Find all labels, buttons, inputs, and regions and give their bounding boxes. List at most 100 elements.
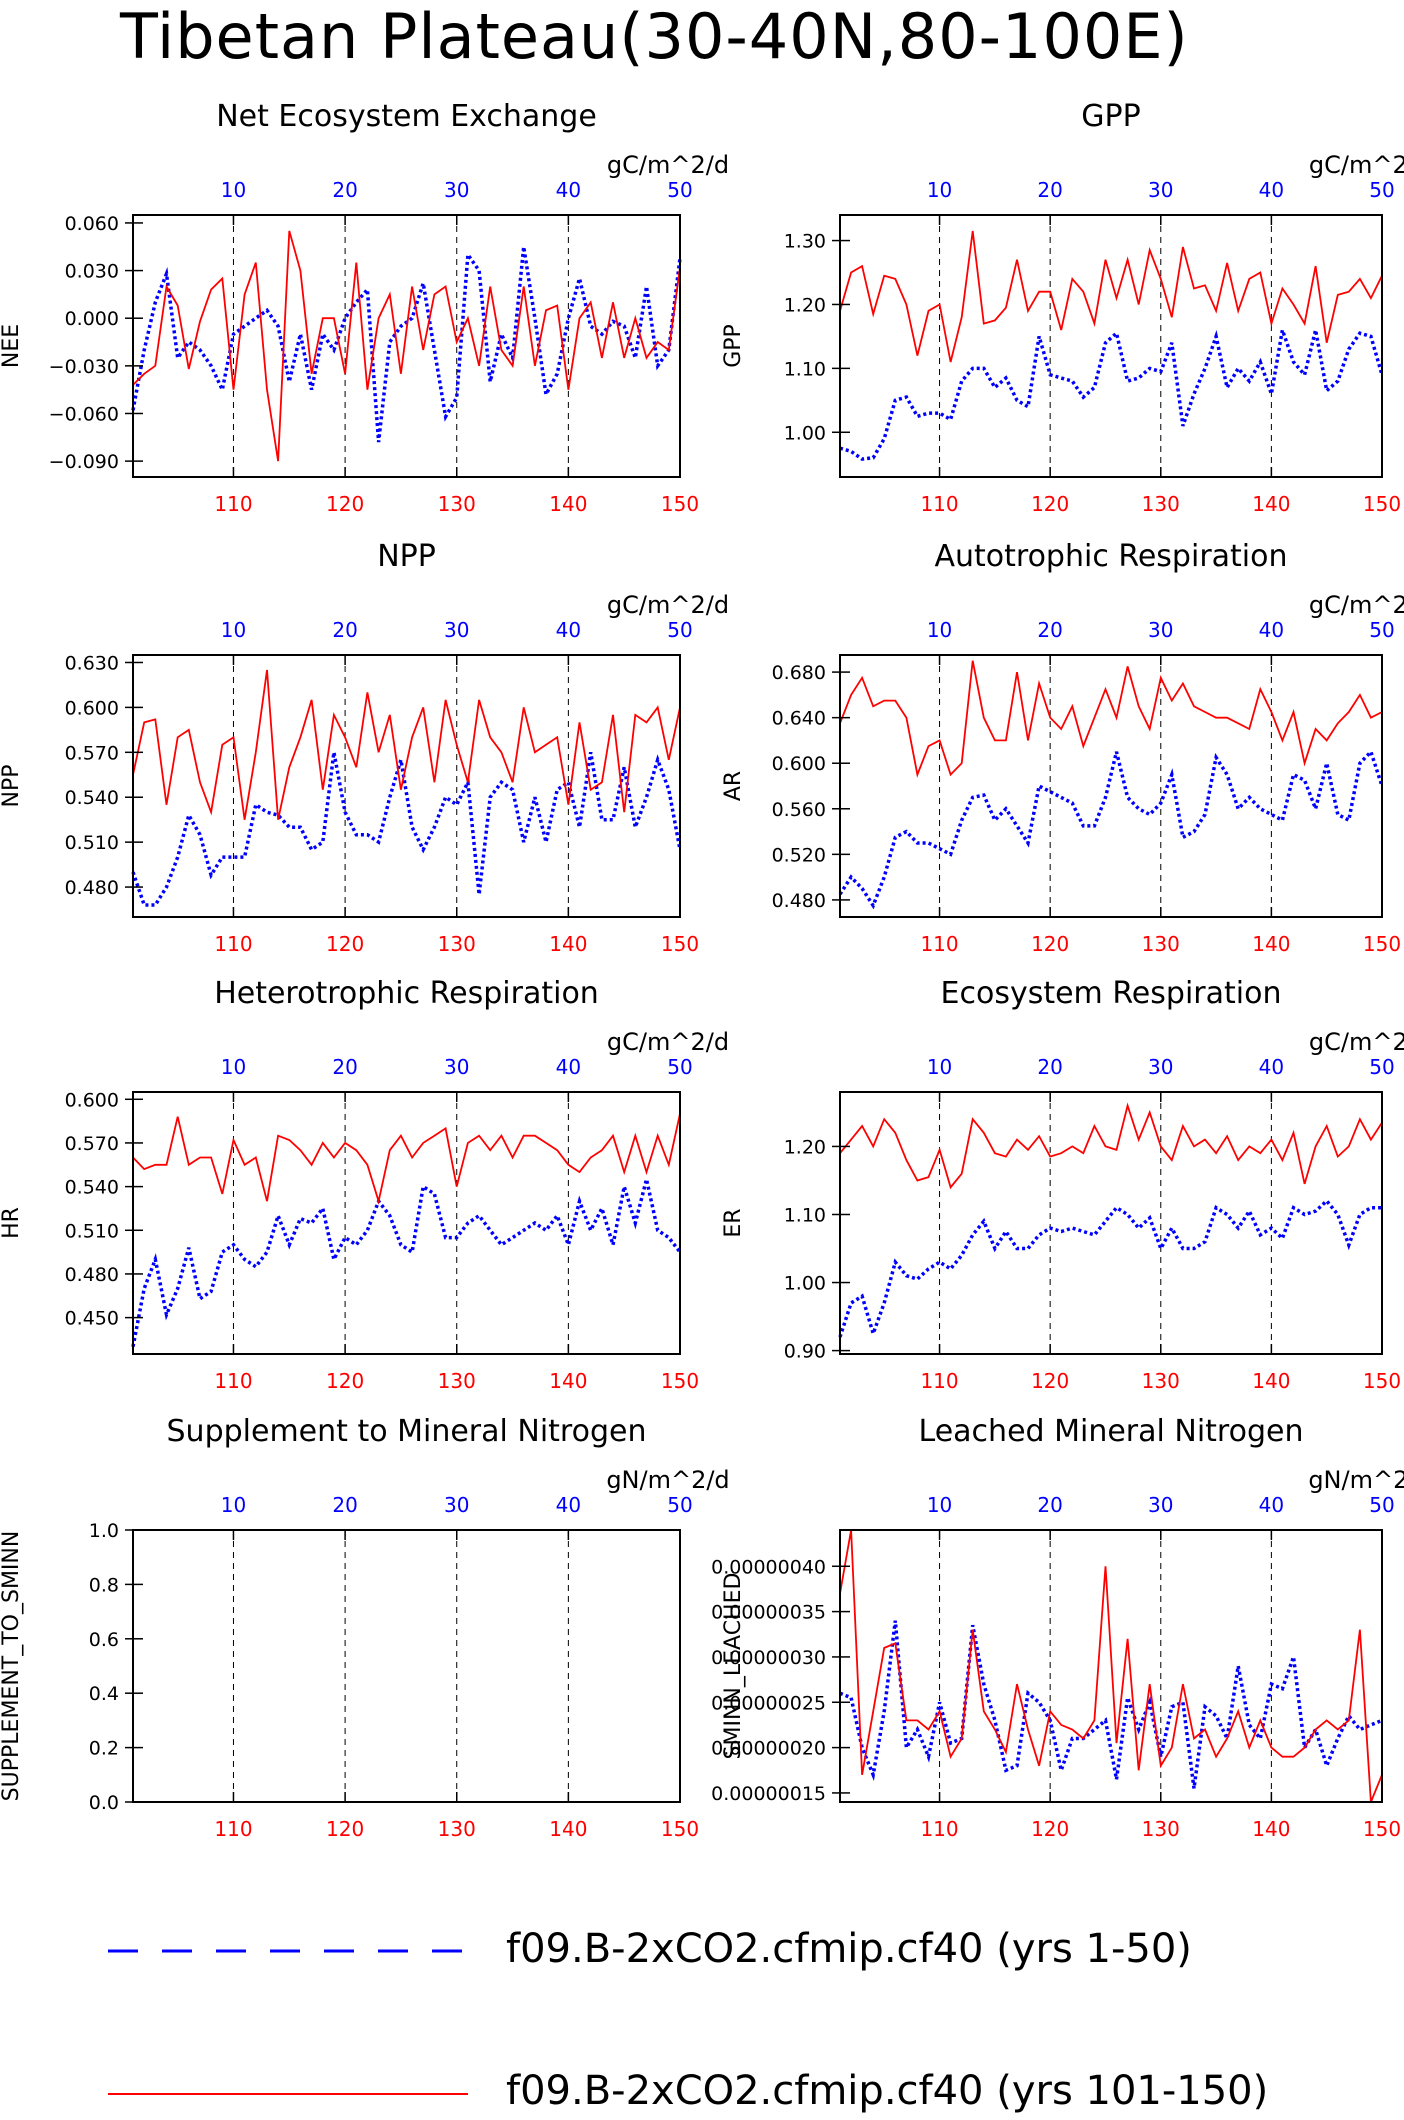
units-label: gC/m^2/d bbox=[607, 591, 729, 619]
panel-title: NPP bbox=[377, 539, 436, 574]
series-line-blue bbox=[131, 1178, 682, 1348]
y-tick-label: 0.90 bbox=[784, 1341, 826, 1363]
x-top-tick-label: 40 bbox=[1259, 178, 1284, 202]
x-bottom-tick-label: 140 bbox=[549, 1817, 587, 1841]
x-top-tick-label: 20 bbox=[1037, 178, 1062, 202]
y-tick-label: 0.570 bbox=[65, 1133, 119, 1155]
x-top-tick-label: 50 bbox=[1369, 618, 1394, 642]
x-bottom-tick-label: 140 bbox=[549, 492, 587, 516]
x-bottom-tick-label: 130 bbox=[438, 932, 476, 956]
x-bottom-tick-label: 110 bbox=[214, 1817, 252, 1841]
panel-6: Ecosystem Respiration gC/m^2/d 0.90 1.00 1.1… bbox=[721, 976, 1404, 1393]
x-top-tick-label: 40 bbox=[556, 1493, 581, 1517]
x-bottom-tick-label: 120 bbox=[1031, 1817, 1069, 1841]
x-bottom-tick-label: 150 bbox=[1363, 1369, 1401, 1393]
y-tick-label: 0.570 bbox=[65, 742, 119, 764]
panel-title: Heterotrophic Respiration bbox=[214, 976, 599, 1011]
x-top-tick-label: 40 bbox=[556, 178, 581, 202]
plot-frame bbox=[132, 654, 681, 918]
series-line-blue bbox=[839, 329, 1384, 461]
y-tick-label: 0.520 bbox=[772, 844, 826, 866]
y-tick-label: 1.10 bbox=[784, 358, 826, 380]
x-top-tick-label: 40 bbox=[1259, 1493, 1284, 1517]
plot-frame bbox=[839, 654, 1383, 918]
y-tick-label: 0.540 bbox=[65, 787, 119, 809]
x-bottom-tick-label: 110 bbox=[920, 1817, 958, 1841]
panel-2: GPP gC/m^2/d 1.00 1.10 1.20 1.30 110 120 130 140 1… bbox=[721, 99, 1404, 516]
y-tick-label: 1.00 bbox=[784, 422, 826, 444]
x-top-tick-label: 10 bbox=[221, 1055, 246, 1079]
y-tick-label: 0.540 bbox=[65, 1177, 119, 1199]
x-top-tick-label: 10 bbox=[927, 1493, 952, 1517]
y-tick-label: 0.640 bbox=[772, 708, 826, 730]
x-bottom-tick-label: 150 bbox=[1363, 492, 1401, 516]
units-label: gC/m^2/d bbox=[607, 151, 729, 179]
y-tick-label: 1.0 bbox=[89, 1520, 119, 1542]
series-line-red bbox=[132, 1113, 681, 1205]
x-top-tick-label: 50 bbox=[1369, 178, 1394, 202]
y-axis-label: GPP bbox=[721, 324, 746, 368]
series-line-red bbox=[839, 660, 1383, 778]
x-bottom-tick-label: 120 bbox=[326, 1369, 364, 1393]
y-axis-label: SUPPLEMENT_TO_SMINN bbox=[0, 1531, 24, 1802]
x-bottom-tick-label: 130 bbox=[438, 1817, 476, 1841]
x-bottom-tick-label: 150 bbox=[661, 1369, 699, 1393]
y-tick-label: 0.8 bbox=[89, 1574, 119, 1596]
y-tick-label: 0.2 bbox=[89, 1738, 119, 1760]
x-bottom-tick-label: 110 bbox=[214, 1369, 252, 1393]
y-tick-label: 0.480 bbox=[772, 890, 826, 912]
y-tick-label: 1.00 bbox=[784, 1273, 826, 1295]
x-top-tick-label: 10 bbox=[221, 1493, 246, 1517]
y-tick-label: 1.10 bbox=[784, 1204, 826, 1226]
panel-7: Supplement to Mineral Nitrogen gN/m^2/d 0.… bbox=[0, 1414, 730, 1841]
series-line-blue bbox=[839, 1620, 1383, 1789]
y-tick-label: 0.000 bbox=[65, 308, 119, 330]
y-tick-label: 0.510 bbox=[65, 832, 119, 854]
x-top-tick-label: 30 bbox=[444, 178, 469, 202]
x-top-tick-label: 20 bbox=[1037, 1055, 1062, 1079]
units-label: gC/m^2/d bbox=[1309, 151, 1404, 179]
y-tick-label: 0.00000030 bbox=[711, 1647, 826, 1669]
units-label: gN/m^2/d bbox=[606, 1466, 729, 1494]
x-top-tick-label: 10 bbox=[927, 1055, 952, 1079]
x-top-tick-label: 40 bbox=[1259, 618, 1284, 642]
panel-1: Net Ecosystem Exchange gC/m^2/d −0.090 −0.0… bbox=[0, 99, 729, 516]
units-label: gC/m^2/d bbox=[1309, 591, 1404, 619]
y-tick-label: 0.6 bbox=[89, 1629, 119, 1651]
x-top-tick-label: 30 bbox=[1148, 1055, 1173, 1079]
plot-frame bbox=[839, 214, 1383, 478]
y-tick-label: 0.630 bbox=[65, 652, 119, 674]
x-top-tick-label: 30 bbox=[1148, 178, 1173, 202]
panel-title: GPP bbox=[1081, 99, 1140, 134]
x-bottom-tick-label: 130 bbox=[438, 492, 476, 516]
y-tick-label: 0.0 bbox=[89, 1792, 119, 1814]
y-tick-label: 0.030 bbox=[65, 261, 119, 283]
x-bottom-tick-label: 140 bbox=[1252, 492, 1290, 516]
y-tick-label: −0.090 bbox=[49, 451, 119, 473]
y-tick-label: 0.00000025 bbox=[711, 1692, 826, 1714]
y-tick-label: 0.600 bbox=[65, 1089, 119, 1111]
y-tick-label: 0.060 bbox=[65, 213, 119, 235]
x-bottom-tick-label: 110 bbox=[214, 492, 252, 516]
x-bottom-tick-label: 110 bbox=[920, 1369, 958, 1393]
x-bottom-tick-label: 150 bbox=[1363, 1817, 1401, 1841]
series-line-red bbox=[839, 230, 1383, 363]
units-label: gC/m^2/d bbox=[607, 1028, 729, 1056]
series-line-red bbox=[839, 1529, 1383, 1803]
panel-5: Heterotrophic Respiration gC/m^2/d 0.450 0.… bbox=[0, 976, 729, 1393]
x-bottom-tick-label: 140 bbox=[549, 932, 587, 956]
x-bottom-tick-label: 120 bbox=[326, 492, 364, 516]
y-tick-label: 0.480 bbox=[65, 1264, 119, 1286]
x-bottom-tick-label: 140 bbox=[549, 1369, 587, 1393]
x-bottom-tick-label: 110 bbox=[920, 932, 958, 956]
x-top-tick-label: 30 bbox=[444, 618, 469, 642]
y-tick-label: 0.600 bbox=[772, 753, 826, 775]
x-bottom-tick-label: 140 bbox=[1252, 1817, 1290, 1841]
x-bottom-tick-label: 140 bbox=[1252, 932, 1290, 956]
x-bottom-tick-label: 130 bbox=[1142, 932, 1180, 956]
x-bottom-tick-label: 150 bbox=[661, 1817, 699, 1841]
x-bottom-tick-label: 110 bbox=[920, 492, 958, 516]
x-top-tick-label: 30 bbox=[1148, 1493, 1173, 1517]
